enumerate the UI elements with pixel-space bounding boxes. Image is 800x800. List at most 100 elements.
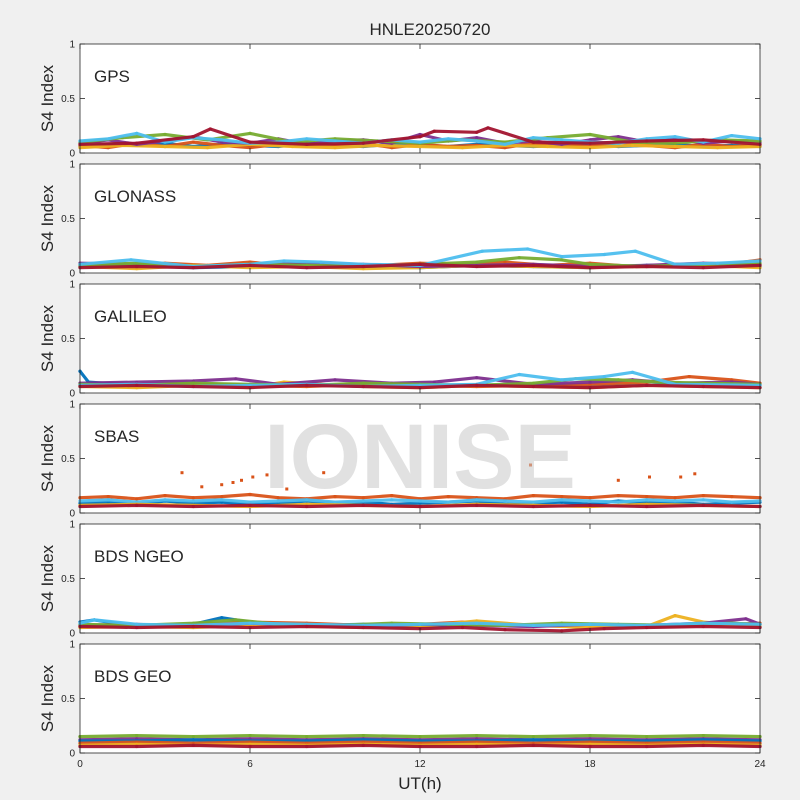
data-point-glonass-7-12 [701, 266, 705, 270]
y-tick-label: 0 [69, 629, 75, 640]
data-point-sbas-3-4 [163, 498, 167, 502]
y-tick-label: 0 [69, 749, 75, 760]
y-axis-label-glonass: S4 Index [38, 184, 57, 252]
data-point-bds-geo-6-8 [475, 744, 479, 749]
data-point-sbas-3-16 [503, 499, 507, 503]
data-point-gps-7-3 [191, 135, 195, 139]
data-point-sbas-2-5 [191, 496, 195, 500]
data-point-galileo-7-11 [645, 383, 649, 387]
x-axis: 0 6 12 18 24 [77, 759, 766, 770]
data-point-bds-ngeo-7-9 [503, 628, 507, 632]
outlier-point-sbas-7 [265, 473, 269, 477]
data-point-bds-geo-6-5 [305, 744, 309, 749]
data-point-bds-geo-1-10 [588, 734, 592, 738]
data-point-sbas-2-17 [531, 494, 535, 498]
data-point-sbas-3-18 [560, 498, 564, 502]
panel-label-sbas: SBAS [94, 427, 139, 446]
data-point-bds-geo-6-10 [588, 744, 592, 749]
data-point-gps-6-17 [531, 136, 535, 140]
data-point-glonass-6-12 [602, 252, 606, 257]
data-point-glonass-7-11 [645, 264, 649, 269]
y-tick-label: 1 [69, 640, 75, 651]
data-point-sbas-2-19 [588, 496, 592, 500]
data-point-sbas-2-23 [701, 494, 705, 498]
data-point-galileo-7-3 [191, 384, 195, 389]
outlier-point-sbas-6 [251, 475, 255, 479]
data-point-gps-7-8 [418, 135, 422, 139]
data-point-bds-ngeo-1-5 [220, 616, 224, 620]
data-point-sbas-3-17 [531, 500, 535, 504]
data-point-bds-ngeo-7-6 [361, 625, 365, 630]
data-point-gps-3-10 [460, 146, 465, 150]
data-point-glonass-6-14 [673, 262, 677, 266]
y-axis-label-sbas: S4 Index [38, 424, 57, 492]
data-point-sbas-5-6 [361, 503, 365, 507]
data-point-bds-ngeo-7-11 [602, 627, 606, 631]
data-point-bds-ngeo-6-11 [588, 622, 592, 626]
y-tick-label: 0.5 [61, 574, 75, 585]
data-point-gps-5-3 [163, 132, 167, 137]
data-point-sbas-5-4 [248, 503, 252, 507]
panel-bds-ngeo: 0 0.5 1 BDS NGEO S4 Index [38, 520, 762, 640]
data-point-galileo-7-10 [588, 386, 592, 390]
outlier-point-sbas-14 [693, 472, 697, 476]
data-point-sbas-5-5 [305, 504, 309, 509]
data-point-bds-ngeo-7-8 [460, 625, 465, 630]
data-point-glonass-6-9 [480, 249, 484, 253]
outlier-point-sbas-1 [180, 471, 184, 475]
data-point-sbas-3-14 [446, 500, 450, 504]
data-point-bds-geo-6-2 [135, 744, 139, 749]
data-point-gps-4-20 [616, 135, 620, 139]
data-point-sbas-2-6 [220, 495, 224, 499]
data-point-sbas-5-12 [701, 503, 705, 507]
data-point-bds-geo-1-6 [361, 734, 365, 738]
panel-bds-geo: 0 0.5 1 BDS GEO S4 Index [38, 640, 762, 760]
panel-galileo: 0 0.5 1 GALILEO S4 Index [38, 280, 762, 400]
data-point-bds-geo-1-3 [191, 735, 195, 739]
data-point-glonass-7-2 [135, 264, 139, 269]
watermark-text: IONISE [264, 406, 576, 508]
data-point-glonass-5-10 [560, 258, 564, 262]
y-tick-label: 1 [69, 400, 75, 411]
data-point-glonass-6-11 [560, 255, 564, 259]
plot-area-sbas [80, 404, 760, 513]
panel-label-gps: GPS [94, 67, 130, 86]
data-point-bds-ngeo-5-4 [234, 618, 238, 622]
data-point-sbas-3-11 [361, 499, 365, 503]
panel-glonass: 0 0.5 1 GLONASS S4 Index [38, 160, 762, 280]
data-point-gps-3-7 [333, 146, 337, 150]
data-point-galileo-6-10 [560, 378, 564, 382]
data-point-bds-geo-1-2 [135, 734, 139, 738]
data-point-glonass-6-5 [282, 259, 286, 263]
data-point-bds-geo-1-7 [418, 735, 422, 739]
data-point-sbas-3-13 [418, 499, 422, 503]
data-point-bds-ngeo-7-2 [135, 625, 139, 630]
data-point-glonass-7-9 [531, 263, 535, 267]
plot-area-bds-ngeo [80, 524, 760, 633]
data-point-bds-geo-6-3 [191, 743, 195, 748]
data-point-bds-geo-6-7 [418, 744, 422, 749]
data-point-sbas-3-12 [390, 498, 394, 502]
data-point-glonass-7-5 [305, 266, 309, 270]
data-point-sbas-2-8 [276, 496, 280, 500]
series-line-bds-ngeo-7 [78, 624, 762, 633]
outlier-point-sbas-9 [322, 471, 326, 475]
data-point-bds-geo-1-8 [475, 734, 479, 738]
outlier-point-sbas-8 [285, 487, 289, 491]
outlier-point-sbas-12 [648, 475, 651, 479]
data-point-gps-5-15 [673, 141, 677, 145]
data-point-glonass-5-2 [135, 261, 139, 265]
data-point-bds-ngeo-6-13 [701, 621, 705, 625]
y-tick-label: 0.5 [61, 94, 75, 105]
data-point-sbas-2-24 [730, 495, 734, 499]
data-point-bds-ngeo-7-10 [560, 629, 564, 633]
data-point-galileo-6-11 [602, 375, 606, 379]
y-tick-label: 0 [69, 149, 75, 160]
data-point-sbas-3-6 [220, 498, 224, 502]
data-point-galileo-6-9 [517, 372, 521, 377]
data-point-gps-6-2 [106, 137, 110, 141]
y-axis-label-bds-geo: S4 Index [38, 664, 57, 732]
data-point-gps-6-9 [305, 137, 309, 141]
data-point-bds-ngeo-4-13 [744, 617, 748, 621]
